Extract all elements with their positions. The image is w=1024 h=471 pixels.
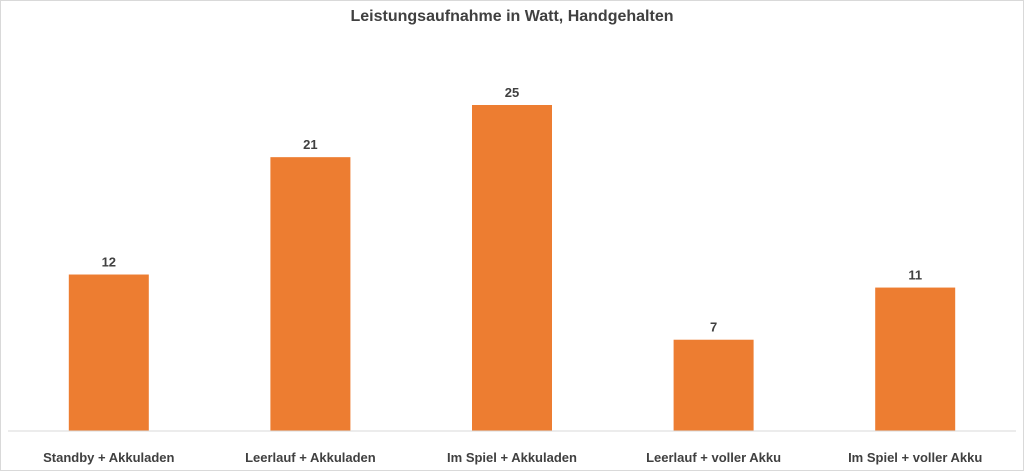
- data-label-5: 11: [908, 268, 922, 283]
- category-label-5: Im Spiel + voller Akku: [848, 450, 982, 465]
- bar-2: [270, 157, 351, 431]
- bar-1: [68, 274, 149, 431]
- chart-title: Leistungsaufnahme in Watt, Handgehalten: [350, 8, 674, 25]
- data-label-4: 7: [710, 320, 717, 335]
- data-label-1: 12: [102, 255, 116, 270]
- bar-4: [673, 339, 754, 431]
- category-label-3: Im Spiel + Akkuladen: [447, 450, 577, 465]
- data-label-3: 25: [505, 85, 519, 100]
- bar-3: [472, 105, 552, 431]
- category-label-4: Leerlauf + voller Akku: [646, 450, 781, 465]
- category-label-2: Leerlauf + Akkuladen: [245, 450, 376, 465]
- data-label-2: 21: [303, 137, 317, 152]
- bar-5: [875, 287, 956, 431]
- category-label-1: Standby + Akkuladen: [43, 450, 174, 465]
